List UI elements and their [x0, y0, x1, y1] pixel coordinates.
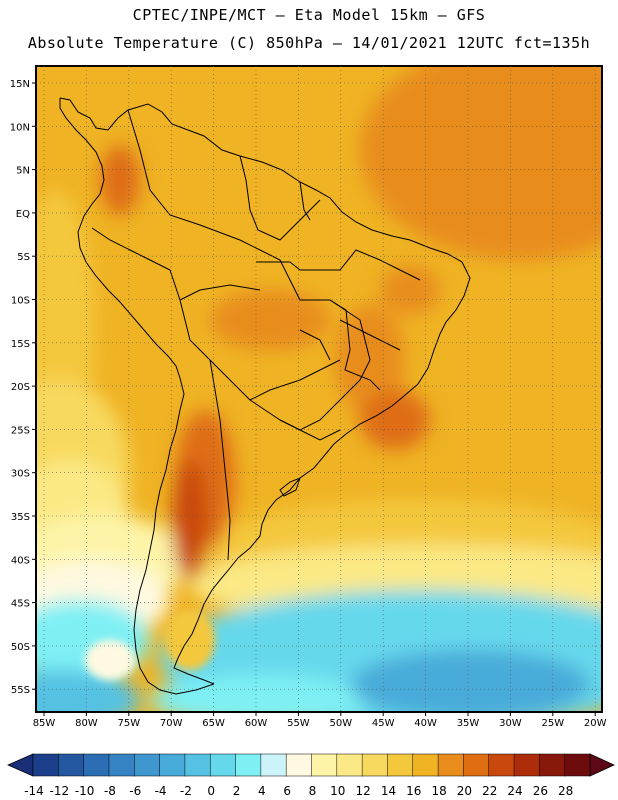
longitude-label: 85W — [33, 718, 56, 729]
longitude-label: 55W — [287, 718, 310, 729]
latitude-label: 5N — [16, 166, 30, 177]
graticule — [32, 66, 602, 716]
colorbar-tick-label: 26 — [533, 784, 548, 798]
colorbar-tick-label: 14 — [381, 784, 396, 798]
colorbar-tick-label: -12 — [50, 784, 70, 798]
colorbar-swatch — [361, 753, 389, 777]
longitude-label: 75W — [117, 718, 140, 729]
map-frame — [35, 65, 603, 713]
colorbar-swatch — [83, 753, 110, 777]
latitude-label: 30S — [11, 469, 30, 480]
colorbar-tick-label: 16 — [406, 784, 421, 798]
colorbar-tick-label: 4 — [258, 784, 266, 798]
temperature-field — [36, 66, 602, 712]
coastlines — [59, 97, 471, 695]
colorbar-tick-label: 18 — [431, 784, 446, 798]
colorbar-tick-label: 6 — [283, 784, 291, 798]
colorbar-swatch — [311, 753, 338, 777]
latitude-label: 15N — [10, 79, 30, 90]
longitude-label: 30W — [499, 718, 522, 729]
latitude-label: EQ — [16, 209, 30, 220]
colorbar-swatch — [134, 753, 161, 777]
colorbar-tick-label: 22 — [482, 784, 497, 798]
longitude-label: 70W — [160, 718, 183, 729]
latitude-label: 50S — [11, 642, 30, 653]
colorbar-swatch — [488, 753, 515, 777]
colorbar-under-arrow — [7, 753, 34, 777]
latitude-label: 5S — [17, 252, 30, 263]
colorbar-tick-label: 24 — [507, 784, 522, 798]
colorbar-swatch — [235, 753, 262, 777]
colorbar-tick-label: -14 — [24, 784, 44, 798]
colorbar-swatch — [58, 753, 85, 777]
longitude-label: 60W — [245, 718, 268, 729]
latitude-label: 25S — [11, 425, 30, 436]
longitude-label: 35W — [457, 718, 480, 729]
colorbar-swatch — [184, 753, 211, 777]
longitude-label: 80W — [75, 718, 98, 729]
colorbar-swatch — [336, 753, 363, 777]
colorbar-tick-label: -4 — [155, 784, 167, 798]
colorbar-swatch — [564, 753, 591, 777]
colorbar-tick-label: -8 — [104, 784, 116, 798]
colorbar-over-arrow — [589, 753, 615, 777]
colorbar-swatch — [412, 753, 439, 777]
colorbar-tick-label: 20 — [457, 784, 472, 798]
colorbar-tick-label: 12 — [355, 784, 370, 798]
colorbar-swatch — [437, 753, 465, 777]
longitude-label: 50W — [329, 718, 352, 729]
colorbar-tick-label: -10 — [75, 784, 95, 798]
latitude-labels: 15N 10N 5N EQ 5S 10S 15S 20S 25S 30S 35S 40S 45S 50S 5… — [10, 79, 30, 696]
colorbar — [7, 753, 615, 777]
longitude-label: 45W — [372, 718, 395, 729]
colorbar-tick-label: -2 — [180, 784, 192, 798]
longitude-label: 40W — [414, 718, 437, 729]
latitude-label: 45S — [11, 599, 30, 610]
colorbar-swatch — [539, 753, 566, 777]
title-line-2: Absolute Temperature (C) 850hPa – 14/01/… — [27, 34, 591, 52]
colorbar-swatch — [260, 753, 287, 777]
colorbar-swatch — [387, 753, 414, 777]
colorbar-tick-label: -6 — [129, 784, 141, 798]
title-line-1: CPTEC/INPE/MCT – Eta Model 15km – GFS — [132, 6, 486, 24]
longitude-label: 25W — [541, 718, 564, 729]
colorbar-tick-label: 8 — [309, 784, 317, 798]
colorbar-tick-label: 10 — [330, 784, 345, 798]
latitude-label: 55S — [11, 685, 30, 696]
latitude-label: 35S — [11, 512, 30, 523]
colorbar-labels: -14 -12 -10 -8 -6 -4 -2 0 2 4 6 8 10 12 14 16 18 20 22 24 26… — [24, 784, 573, 798]
colorbar-swatch — [209, 753, 237, 777]
latitude-label: 10N — [10, 122, 30, 133]
colorbar-swatch — [32, 753, 60, 777]
colorbar-swatch — [285, 753, 313, 777]
longitude-label: 65W — [202, 718, 225, 729]
longitude-labels: 85W 80W 75W 70W 65W 60W 55W 50W 45W 40W 35W 30W 25W 2… — [33, 718, 607, 729]
latitude-label: 15S — [11, 339, 30, 350]
colorbar-swatch — [513, 753, 541, 777]
latitude-label: 40S — [11, 555, 30, 566]
latitude-label: 10S — [11, 296, 30, 307]
longitude-label: 20W — [584, 718, 607, 729]
colorbar-tick-label: 0 — [207, 784, 215, 798]
colorbar-swatch — [463, 753, 490, 777]
colorbar-tick-label: 2 — [233, 784, 241, 798]
latitude-label: 20S — [11, 382, 30, 393]
colorbar-swatch — [108, 753, 136, 777]
colorbar-tick-label: 28 — [558, 784, 573, 798]
colorbar-swatch — [159, 753, 186, 777]
